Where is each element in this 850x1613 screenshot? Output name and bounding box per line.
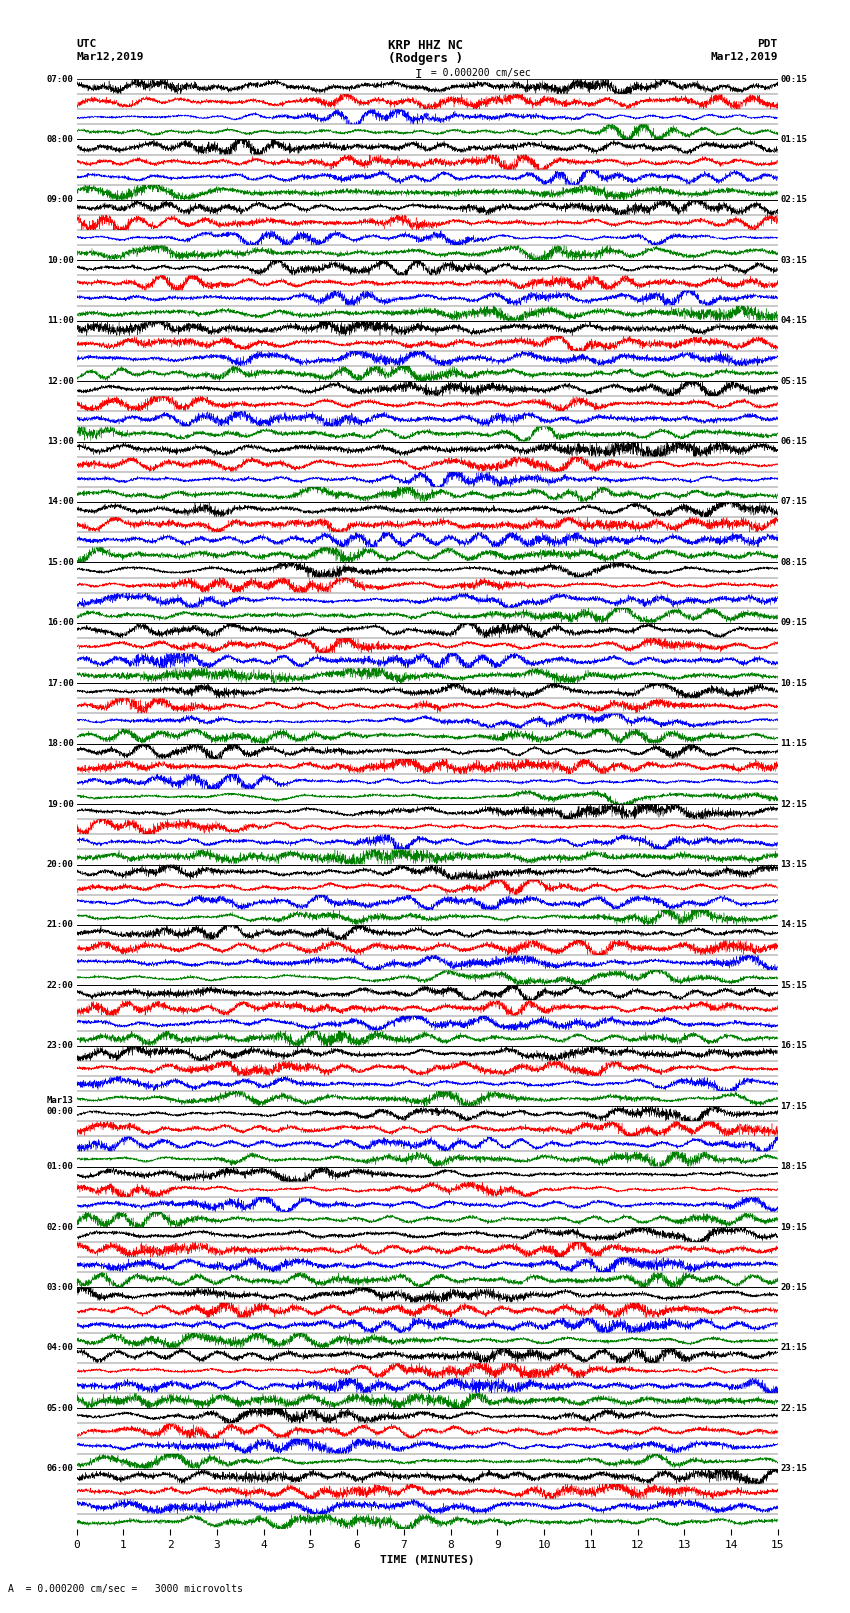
Text: UTC: UTC (76, 39, 97, 48)
Text: KRP HHZ NC: KRP HHZ NC (388, 39, 462, 52)
X-axis label: TIME (MINUTES): TIME (MINUTES) (380, 1555, 474, 1565)
Text: A  = 0.000200 cm/sec =   3000 microvolts: A = 0.000200 cm/sec = 3000 microvolts (8, 1584, 243, 1594)
Text: = 0.000200 cm/sec: = 0.000200 cm/sec (425, 68, 530, 77)
Text: (Rodgers ): (Rodgers ) (388, 52, 462, 65)
Text: I: I (415, 68, 422, 81)
Text: PDT: PDT (757, 39, 778, 48)
Text: Mar12,2019: Mar12,2019 (711, 52, 778, 61)
Text: Mar12,2019: Mar12,2019 (76, 52, 144, 61)
